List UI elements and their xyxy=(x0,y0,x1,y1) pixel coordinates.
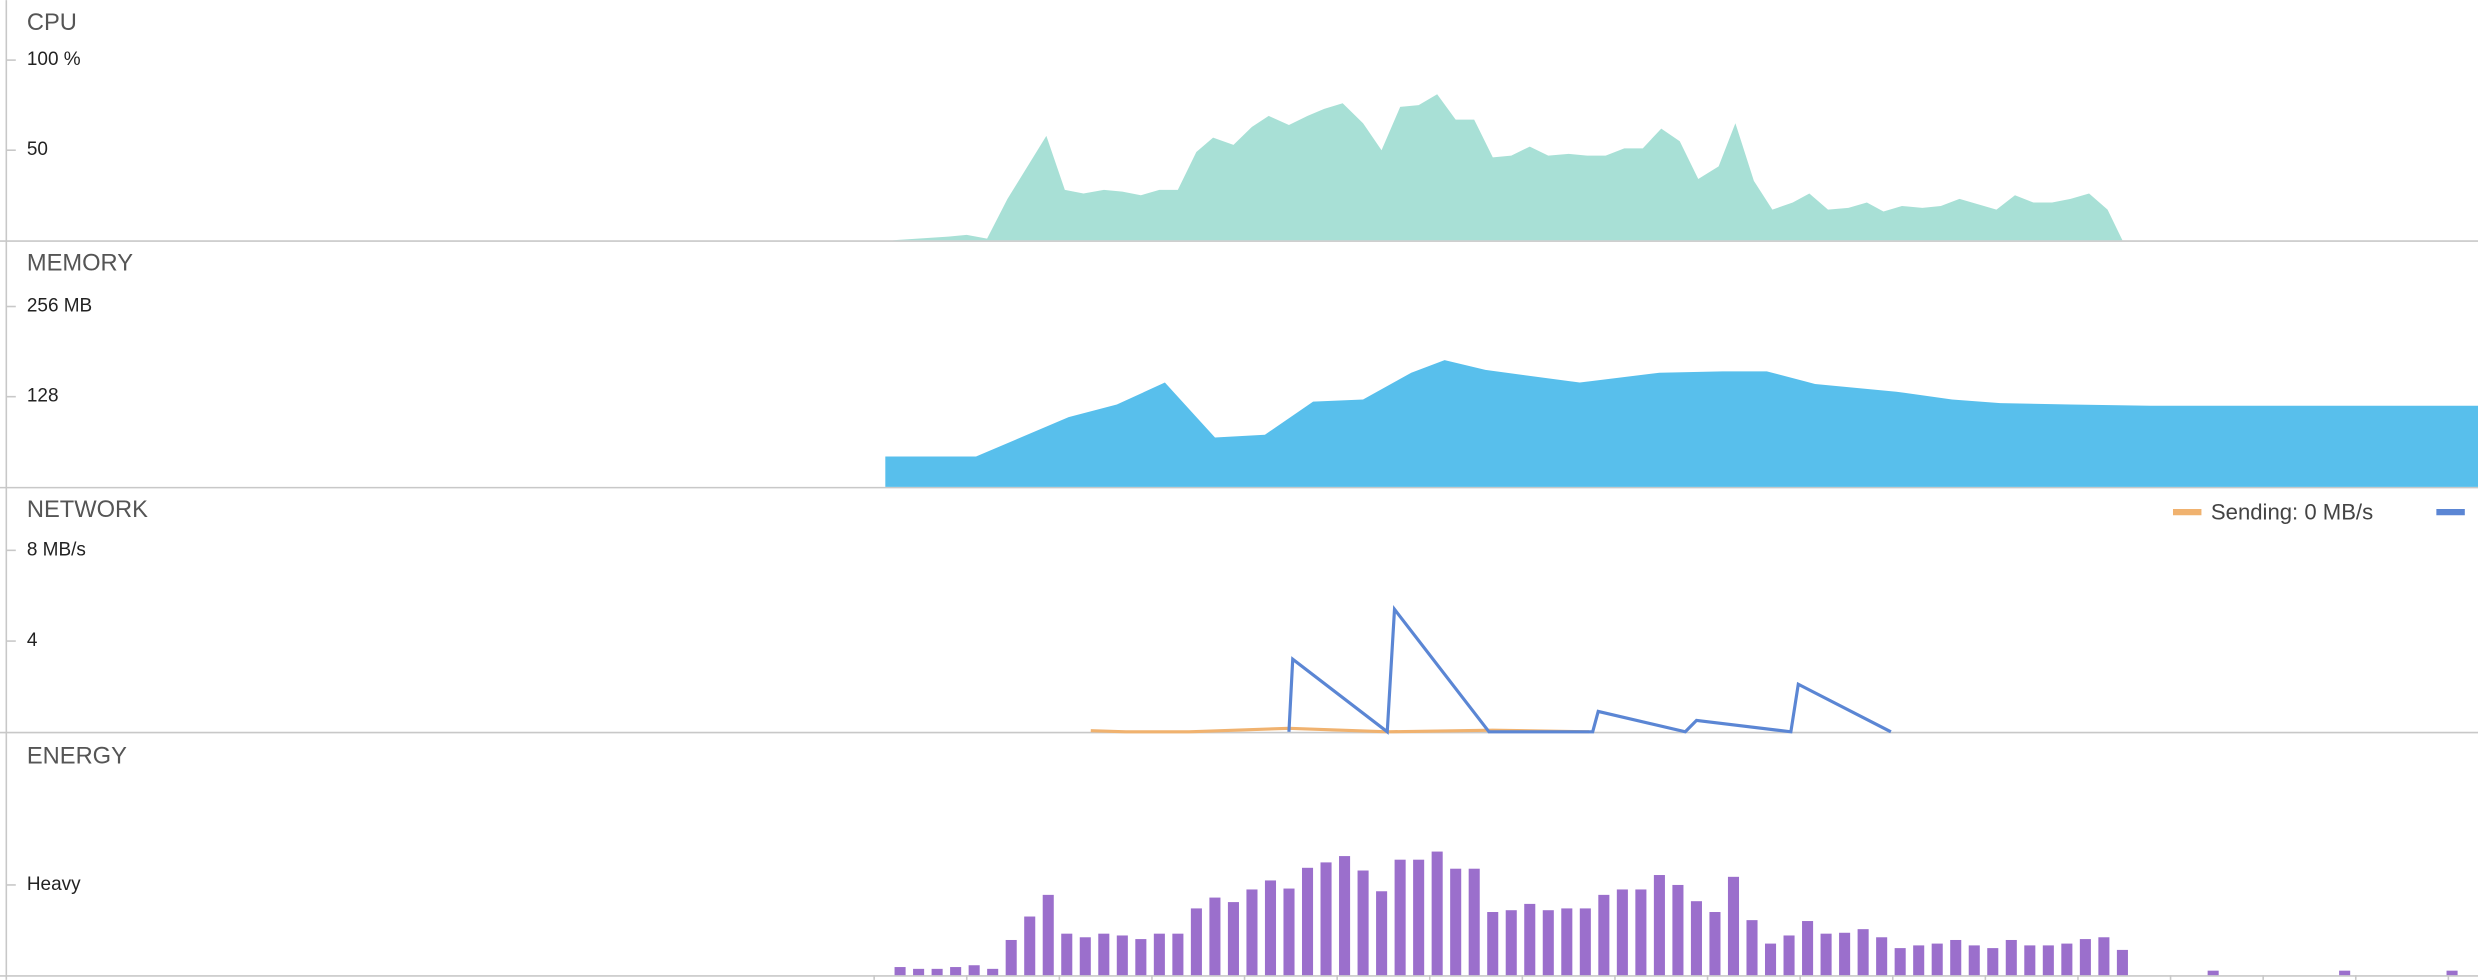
energy-bar xyxy=(1764,943,1777,976)
panel-title: CPU xyxy=(27,10,77,36)
energy-bar xyxy=(1376,891,1388,976)
energy-bar xyxy=(1339,856,1351,976)
energy-bar xyxy=(968,965,980,976)
energy-bar xyxy=(2042,945,2054,976)
y-tick-label: 8 MB/s xyxy=(27,539,86,560)
panel-title: NETWORK xyxy=(27,497,148,523)
energy-bar xyxy=(1857,929,1869,976)
energy-bar xyxy=(1487,912,1499,976)
energy-bar xyxy=(1690,901,1702,976)
energy-bar xyxy=(1950,939,1962,976)
energy-bar xyxy=(1561,908,1573,976)
energy-bar xyxy=(1153,933,1165,976)
energy-bar xyxy=(2207,970,2219,976)
energy-bar xyxy=(2061,943,2073,976)
energy-bar xyxy=(1542,910,1554,976)
energy-bar xyxy=(1931,943,1943,976)
energy-bar xyxy=(987,968,999,976)
energy-bar xyxy=(1227,902,1239,976)
energy-bar xyxy=(913,968,925,976)
energy-bar xyxy=(950,967,962,976)
y-tick-label: 128 xyxy=(27,386,59,407)
energy-bar xyxy=(931,968,943,976)
energy-bar xyxy=(2339,970,2351,976)
energy-bar xyxy=(1579,908,1591,976)
energy-bar xyxy=(1320,862,1332,976)
energy-bar xyxy=(1653,875,1665,976)
energy-bar xyxy=(1876,937,1888,976)
energy-bar xyxy=(1913,945,1925,976)
panel-title: ENERGY xyxy=(27,743,127,769)
energy-bar xyxy=(894,967,906,976)
energy-bar xyxy=(1005,939,1017,976)
energy-bar xyxy=(1709,912,1721,976)
y-tick-label: 100 % xyxy=(27,49,81,70)
cpu-area xyxy=(885,360,2478,487)
energy-bar xyxy=(2024,945,2036,976)
energy-bar xyxy=(1098,933,1110,976)
energy-bar xyxy=(1246,889,1258,976)
energy-bar xyxy=(1061,933,1073,976)
energy-bar xyxy=(1431,851,1443,976)
energy-bar xyxy=(1894,948,1906,976)
energy-bar xyxy=(1079,937,1091,976)
energy-bar xyxy=(1116,935,1128,976)
energy-bar xyxy=(1672,884,1684,976)
energy-bar xyxy=(1209,897,1221,976)
energy-bar xyxy=(2446,970,2458,976)
energy-bar xyxy=(2116,949,2128,976)
network-line xyxy=(1287,605,1892,735)
y-tick-label: Heavy xyxy=(27,874,81,895)
energy-bar xyxy=(2079,939,2091,976)
energy-bar xyxy=(1172,933,1184,976)
energy-bar xyxy=(1468,868,1480,976)
energy-bar xyxy=(1839,932,1851,976)
cpu-area xyxy=(892,94,2123,241)
y-tick-label: 4 xyxy=(27,630,38,651)
energy-bar xyxy=(1024,916,1036,976)
energy-bar xyxy=(1413,859,1425,976)
energy-bar xyxy=(1264,880,1277,976)
energy-bar xyxy=(1301,867,1314,976)
legend-label: Sending: 0 MB/s xyxy=(2211,500,2373,525)
energy-bar xyxy=(1968,945,1980,976)
energy-bar xyxy=(1727,876,1740,976)
energy-bar xyxy=(1135,939,1147,976)
energy-bar xyxy=(1450,868,1462,976)
energy-bar xyxy=(1746,920,1758,976)
energy-bar xyxy=(1524,903,1536,976)
energy-bar xyxy=(1616,889,1628,976)
energy-bar xyxy=(1635,889,1647,976)
energy-bar xyxy=(1357,870,1369,976)
energy-bar xyxy=(1190,908,1202,976)
y-tick-label: 256 MB xyxy=(27,296,92,317)
energy-bar xyxy=(1783,935,1795,976)
energy-bar xyxy=(1987,948,1999,976)
panel-title: MEMORY xyxy=(27,250,133,276)
energy-bar xyxy=(2005,939,2017,976)
energy-bar xyxy=(1394,859,1406,976)
energy-bar xyxy=(1802,921,1814,976)
energy-bar xyxy=(2098,937,2110,976)
energy-bar xyxy=(1820,933,1832,976)
energy-bar xyxy=(1283,888,1295,976)
energy-bar xyxy=(1042,894,1054,976)
energy-bar xyxy=(1505,910,1517,976)
energy-bar xyxy=(1598,894,1610,976)
y-tick-label: 50 xyxy=(27,139,48,160)
